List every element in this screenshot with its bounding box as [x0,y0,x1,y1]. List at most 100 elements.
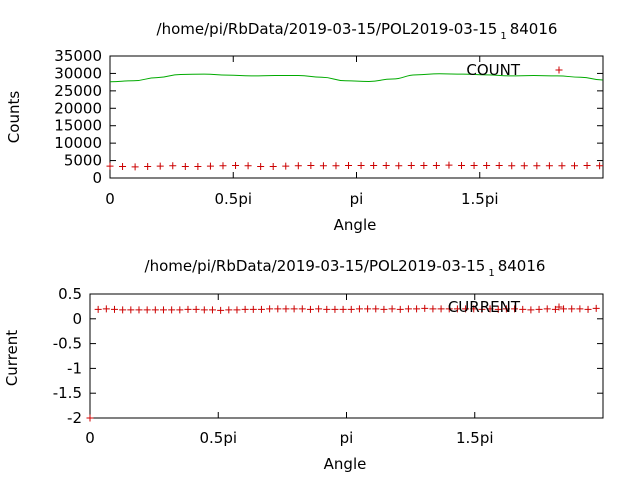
chart2-x-tick-label: 0 [85,429,95,447]
chart2-data-point [388,305,396,313]
chart1-x-tick-label: 0 [105,190,115,208]
chart2-data-point [429,305,437,313]
chart2-data-point [486,305,494,313]
chart2-data-point [445,305,453,313]
chart2-data-point [315,305,323,313]
chart2-data-point [176,306,184,314]
chart2-y-tick-label: 0.5 [58,285,82,303]
chart2-data-point [274,305,282,313]
counts-chart: /home/pi/RbData/2019-03-15/POL2019-03-15… [5,20,604,234]
chart1-legend-label-count: COUNT [466,61,520,79]
chart1-title-main: /home/pi/RbData/2019-03-15/POL2019-03-15 [157,20,498,38]
chart2-x-tick-label: pi [340,429,354,447]
chart2-data-point [241,305,249,313]
chart2-data-point [453,305,461,313]
chart2-data-point [404,305,412,313]
chart2-data-point [208,306,216,314]
chart1-y-tick-label: 35000 [54,47,102,65]
chart2-data-point [298,305,306,313]
chart1-x-tick-label: 0.5pi [214,190,252,208]
chart2-data-point [323,305,331,313]
chart1-data-point [119,162,127,170]
chart1-data-point [520,162,528,170]
chart2-data-point [494,305,502,313]
chart1-x-axis-label: Angle [334,216,377,234]
chart1-data-point [382,161,390,169]
chart1-data-point [495,161,503,169]
chart2-data-point [568,305,576,313]
chart2-y-tick-label: -2 [67,409,82,427]
chart2-title: /home/pi/RbData/2019-03-15/POL2019-03-15… [145,257,546,279]
chart1-x-tick-label: pi [350,190,364,208]
chart1-x-ticks: 0 0.5pi pi 1.5pi [105,56,499,208]
chart1-data-point [332,162,340,170]
chart2-x-axis-label: Angle [324,455,367,473]
chart2-data-point [437,305,445,313]
chart2-data-point [200,306,208,314]
chart1-data-point [131,163,139,171]
chart1-data-point [219,162,227,170]
chart2-y-tick-label: -1.5 [53,384,82,402]
chart2-data-point [127,306,135,314]
chart2-data-point [192,305,200,313]
chart1-y-tick-label: 10000 [54,134,102,152]
chart1-data-point [583,161,591,169]
chart2-data-point [306,305,314,313]
chart1-y-axis-label: Counts [5,91,23,144]
chart1-legend: COUNT [466,61,563,79]
chart2-data-point [380,305,388,313]
chart2-data-point [86,414,94,422]
chart2-y-ticks: -2 -1.5 -1 -0.5 0 0.5 [53,285,603,427]
chart1-data-point [106,162,114,170]
chart1-data-point [194,162,202,170]
chart2-x-tick-label: 1.5pi [456,429,494,447]
chart1-y-tick-label: 15000 [54,117,102,135]
chart1-y-tick-label: 25000 [54,82,102,100]
chart1-data-point [294,162,302,170]
chart1-x-tick-label: 1.5pi [461,190,499,208]
chart2-title-main: /home/pi/RbData/2019-03-15/POL2019-03-15 [145,257,486,275]
chart1-series-line [109,73,603,83]
chart2-data-point [143,306,151,314]
chart2-data-point [135,306,143,314]
chart1-data-point [257,162,265,170]
chart1-data-point [596,162,604,170]
chart2-data-point [372,305,380,313]
chart2-data-point [151,306,159,314]
chart1-data-point [470,161,478,169]
chart1-y-tick-label: 5000 [64,152,102,170]
chart2-x-tick-label: 0.5pi [199,429,237,447]
chart1-series [106,73,604,171]
chart2-data-point [257,305,265,313]
chart2-data-point [217,306,225,314]
chart2-series [86,304,600,422]
chart2-data-point [282,305,290,313]
chart1-data-point [232,161,240,169]
chart2-legend-label-current: CURRENT [448,298,521,316]
chart2-data-point [527,306,535,314]
chart1-data-point [432,161,440,169]
chart2-y-axis-label: Current [3,330,21,386]
chart1-title: /home/pi/RbData/2019-03-15/POL2019-03-15… [157,20,558,42]
chart2-data-point [478,305,486,313]
chart1-legend-marker-count [555,66,563,74]
chart1-data-point [420,161,428,169]
chart2-y-tick-label: -1 [67,359,82,377]
chart1-data-point [244,162,252,170]
chart1-data-point [483,161,491,169]
chart2-data-point [560,305,568,313]
chart2-data-point [576,305,584,313]
chart2-title-tail: 84016 [498,257,546,275]
chart1-data-point [533,162,541,170]
chart2-data-point [421,304,429,312]
chart2-data-point [102,305,110,313]
chart2-data-point [462,305,470,313]
chart1-data-point [156,162,164,170]
chart2-plot-frame [89,293,604,419]
chart2-x-ticks: 0 0.5pi pi 1.5pi [85,294,494,447]
chart2-data-point [543,305,551,313]
chart1-data-point [269,162,277,170]
chart2-data-point [470,305,478,313]
chart1-data-point [458,161,466,169]
